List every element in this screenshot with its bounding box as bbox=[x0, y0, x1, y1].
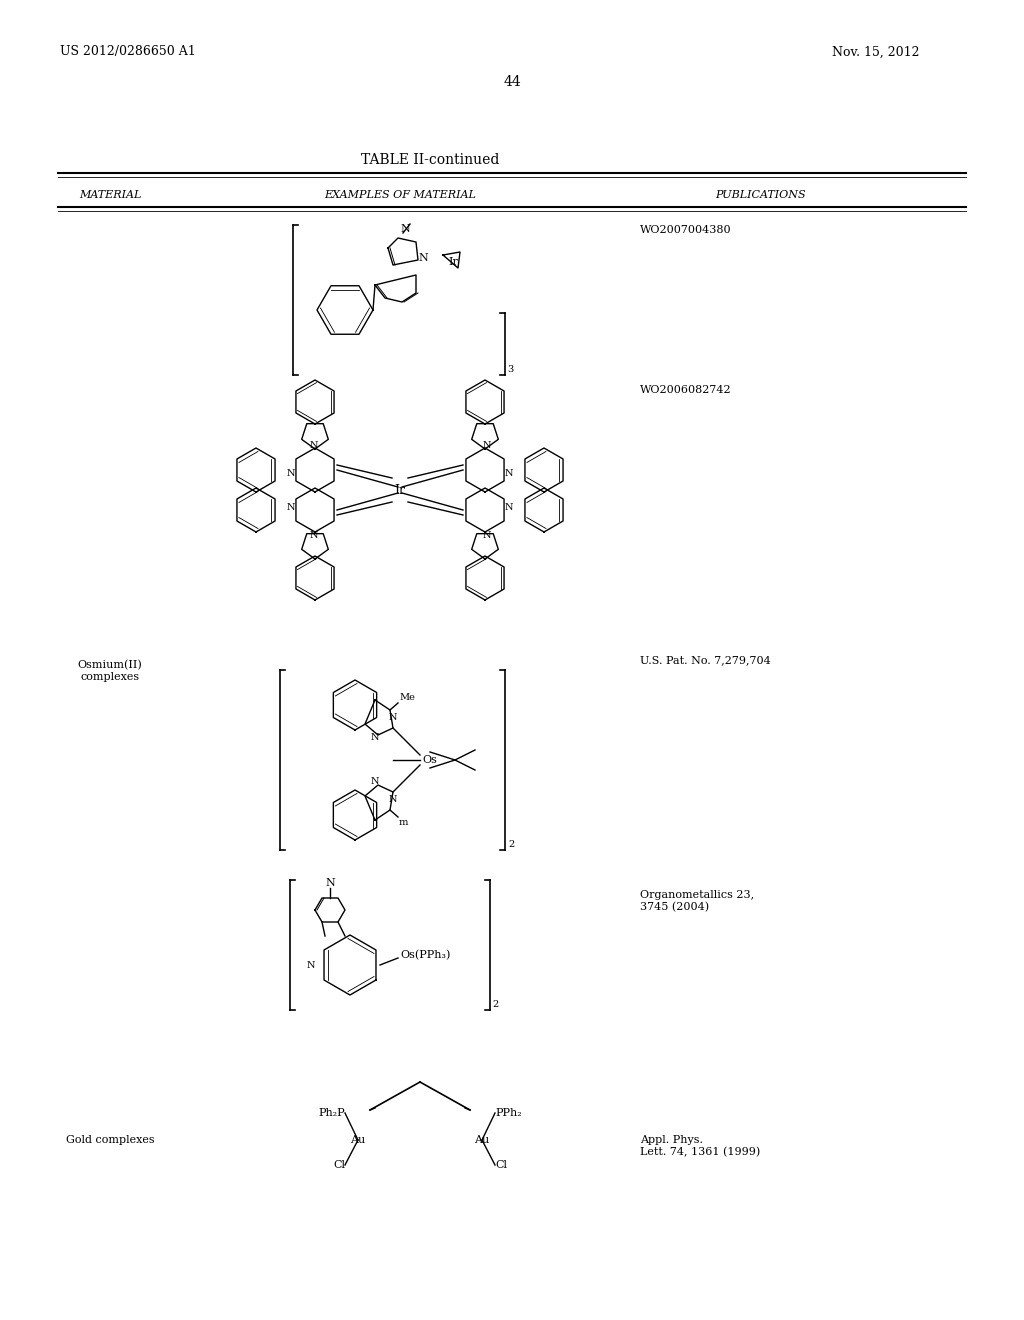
Text: Ir: Ir bbox=[449, 257, 458, 267]
Text: N: N bbox=[418, 253, 428, 263]
Text: U.S. Pat. No. 7,279,704: U.S. Pat. No. 7,279,704 bbox=[640, 655, 771, 665]
Text: Au: Au bbox=[474, 1135, 489, 1144]
Text: US 2012/0286650 A1: US 2012/0286650 A1 bbox=[60, 45, 196, 58]
Text: N: N bbox=[505, 503, 513, 511]
Text: Osmium(II)
complexes: Osmium(II) complexes bbox=[78, 660, 142, 682]
Text: Appl. Phys.
Lett. 74, 1361 (1999): Appl. Phys. Lett. 74, 1361 (1999) bbox=[640, 1135, 760, 1158]
Text: PUBLICATIONS: PUBLICATIONS bbox=[715, 190, 805, 201]
Text: TABLE II-continued: TABLE II-continued bbox=[360, 153, 499, 168]
Text: N: N bbox=[287, 503, 295, 511]
Text: N: N bbox=[310, 531, 318, 540]
Text: N: N bbox=[287, 469, 295, 478]
Text: Ph₂P: Ph₂P bbox=[318, 1107, 345, 1118]
Text: N: N bbox=[310, 441, 318, 450]
Text: PPh₂: PPh₂ bbox=[495, 1107, 521, 1118]
Text: N: N bbox=[483, 531, 492, 540]
Text: Me: Me bbox=[399, 693, 415, 702]
Text: N: N bbox=[306, 961, 315, 969]
Text: Nov. 15, 2012: Nov. 15, 2012 bbox=[833, 45, 920, 58]
Text: Cl: Cl bbox=[333, 1160, 345, 1170]
Text: Os: Os bbox=[422, 755, 437, 766]
Text: N: N bbox=[371, 777, 379, 785]
Text: Gold complexes: Gold complexes bbox=[66, 1135, 155, 1144]
Text: WO2006082742: WO2006082742 bbox=[640, 385, 731, 395]
Text: WO2007004380: WO2007004380 bbox=[640, 224, 731, 235]
Text: N: N bbox=[389, 796, 397, 804]
Text: 2: 2 bbox=[508, 840, 514, 849]
Text: MATERIAL: MATERIAL bbox=[79, 190, 141, 201]
Text: N: N bbox=[505, 469, 513, 478]
Text: N: N bbox=[400, 224, 410, 234]
Text: 2: 2 bbox=[492, 1001, 499, 1008]
Text: Ir: Ir bbox=[394, 483, 406, 496]
Text: Os(PPh₃): Os(PPh₃) bbox=[400, 950, 451, 960]
Text: Au: Au bbox=[350, 1135, 366, 1144]
Text: m: m bbox=[399, 818, 409, 828]
Text: N: N bbox=[371, 733, 379, 742]
Text: EXAMPLES OF MATERIAL: EXAMPLES OF MATERIAL bbox=[324, 190, 476, 201]
Text: Cl: Cl bbox=[495, 1160, 507, 1170]
Text: 44: 44 bbox=[503, 75, 521, 88]
Text: N: N bbox=[389, 714, 397, 722]
Text: 3: 3 bbox=[507, 366, 513, 374]
Text: N: N bbox=[483, 441, 492, 450]
Text: N: N bbox=[326, 878, 335, 888]
Text: Organometallics 23,
3745 (2004): Organometallics 23, 3745 (2004) bbox=[640, 890, 754, 912]
